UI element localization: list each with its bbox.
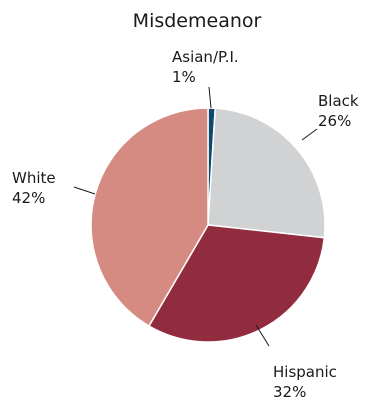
slice-value-white: 42%: [12, 189, 45, 207]
slice-value-hispanic: 32%: [273, 383, 306, 401]
pie-slices: [90, 107, 326, 343]
slice-label-white: White: [12, 169, 56, 187]
slice-label-black: Black: [318, 92, 359, 110]
leader-line-black: [301, 128, 318, 141]
slice-value-asian-p-i: 1%: [172, 68, 196, 86]
pie-slice-hispanic: [147, 224, 326, 343]
pie-slice-black: [207, 107, 326, 239]
slice-labels: Asian/P.I. 1% Black 26% Hispanic 32% White 42%: [12, 48, 359, 401]
leader-line-asian-p-i: [208, 86, 212, 109]
pie-slice-white: [90, 107, 209, 328]
leader-line-hispanic: [255, 324, 270, 347]
slice-label-hispanic: Hispanic: [273, 363, 337, 381]
chart-title: Misdemeanor: [133, 10, 262, 32]
leader-line-white: [73, 186, 96, 195]
slice-label-asian-p-i: Asian/P.I.: [172, 48, 239, 66]
slice-value-black: 26%: [318, 112, 351, 130]
leader-lines: [73, 86, 318, 347]
